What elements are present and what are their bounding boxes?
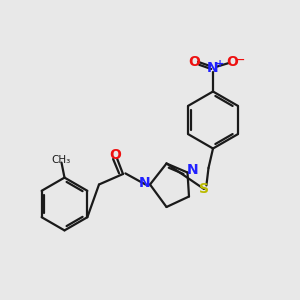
- Text: S: S: [199, 182, 209, 196]
- Text: N: N: [207, 61, 219, 75]
- Text: O: O: [226, 55, 238, 68]
- Text: −: −: [236, 54, 246, 64]
- Text: O: O: [188, 55, 200, 68]
- Text: O: O: [110, 148, 122, 162]
- Text: N: N: [139, 176, 150, 190]
- Text: +: +: [215, 59, 224, 69]
- Text: N: N: [187, 163, 199, 177]
- Text: CH₃: CH₃: [52, 154, 71, 165]
